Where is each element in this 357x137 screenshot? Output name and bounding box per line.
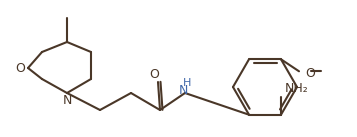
Text: O: O — [149, 68, 159, 81]
Text: N: N — [178, 85, 188, 98]
Text: H: H — [183, 78, 191, 88]
Text: NH₂: NH₂ — [285, 82, 309, 95]
Text: O: O — [305, 67, 315, 80]
Text: N: N — [62, 95, 72, 108]
Text: O: O — [15, 62, 25, 75]
